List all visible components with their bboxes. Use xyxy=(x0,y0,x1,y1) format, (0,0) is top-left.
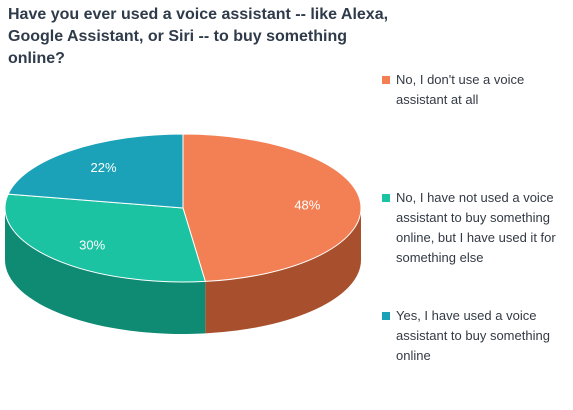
pie-side-no-voice-assistant xyxy=(205,208,362,334)
slice-label-not-used-to-buy: 30% xyxy=(79,237,105,252)
pie-slice-used-to-buy xyxy=(7,133,184,209)
legend-item-not-used-to-buy: No, I have not used a voice assistant to… xyxy=(380,188,570,268)
legend-label-no-voice-assistant: No, I don't use a voice assistant at all xyxy=(396,72,525,107)
pie-side-not-used-to-buy xyxy=(5,208,206,334)
slice-label-no-voice-assistant: 48% xyxy=(294,198,320,213)
legend-swatch-used-to-buy xyxy=(382,312,390,320)
pie-slice-not-used-to-buy xyxy=(4,193,206,283)
slice-label-used-to-buy: 22% xyxy=(91,160,117,175)
chart-title: Have you ever used a voice assistant -- … xyxy=(8,6,389,67)
pie-slice-no-voice-assistant xyxy=(182,133,362,282)
legend-item-used-to-buy: Yes, I have used a voice assistant to bu… xyxy=(380,306,570,366)
legend-item-no-voice-assistant: No, I don't use a voice assistant at all xyxy=(380,70,570,110)
legend-swatch-not-used-to-buy xyxy=(382,194,390,202)
legend-label-used-to-buy: Yes, I have used a voice assistant to bu… xyxy=(396,308,550,363)
legend-swatch-no-voice-assistant xyxy=(382,76,390,84)
legend-label-not-used-to-buy: No, I have not used a voice assistant to… xyxy=(396,190,556,265)
